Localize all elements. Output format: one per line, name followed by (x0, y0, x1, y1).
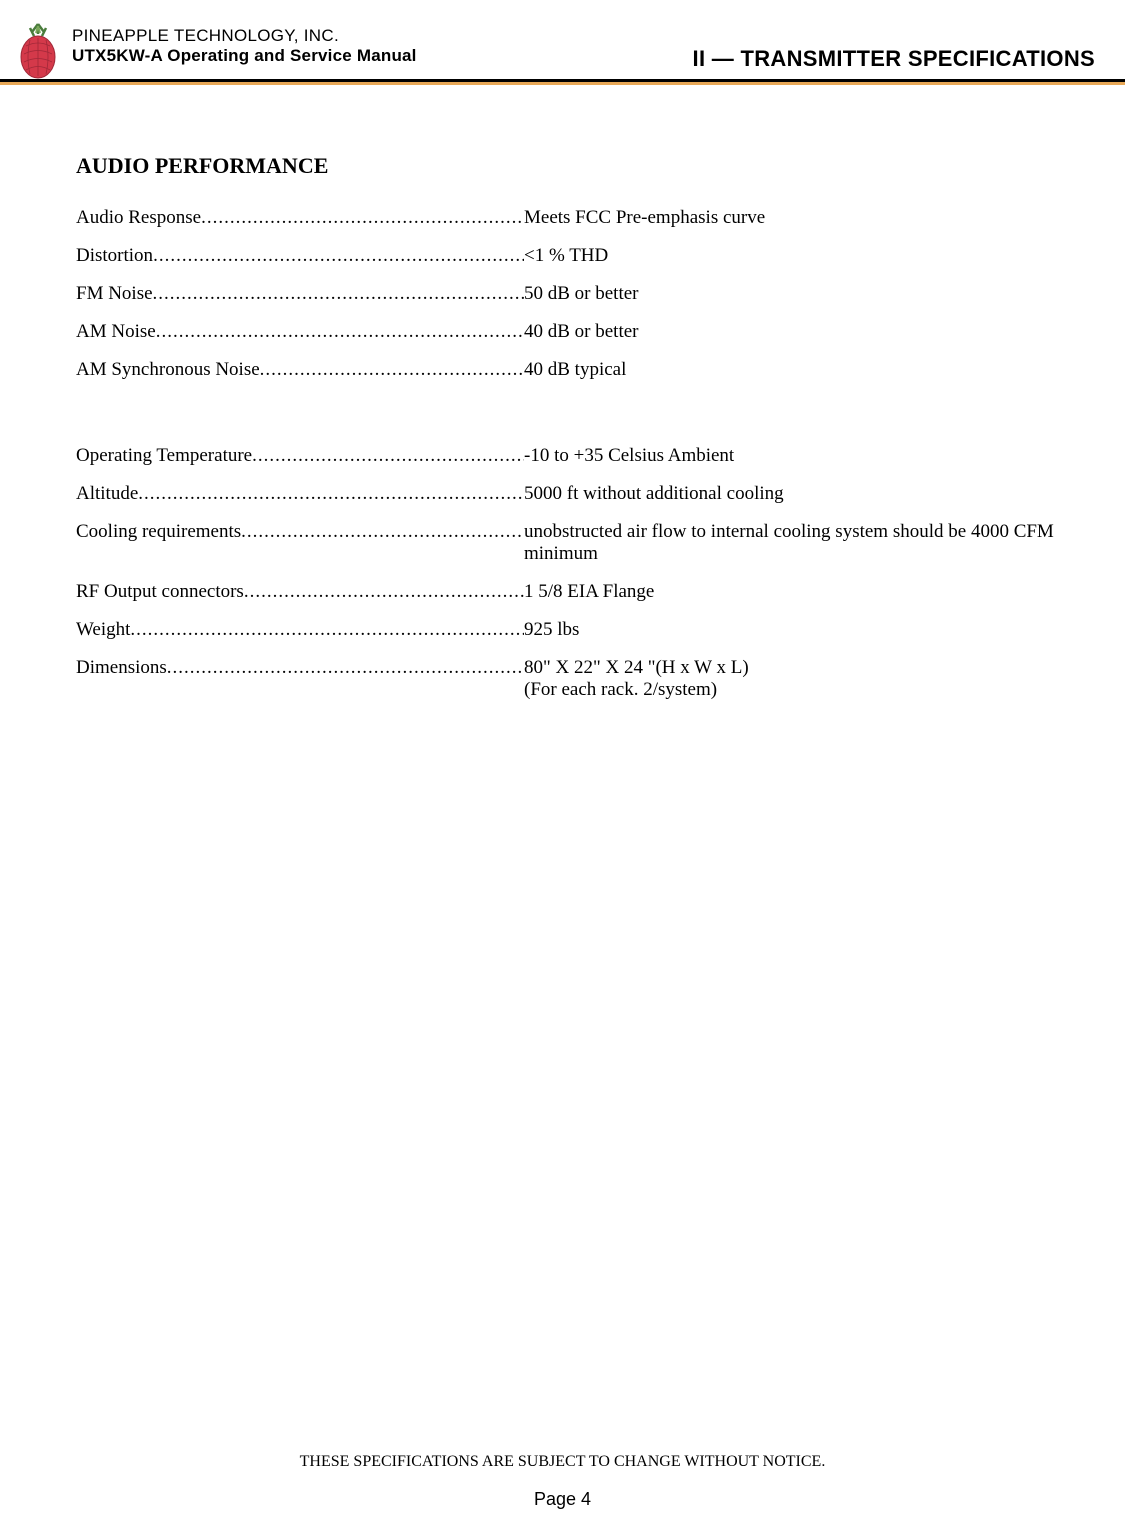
spec-label-column: AM Noise................................… (76, 321, 524, 343)
spec-label: Distortion (76, 245, 153, 267)
spec-label: Audio Response (76, 207, 201, 229)
spec-line: Cooling requirements....................… (76, 521, 1055, 565)
content-area: AUDIO PERFORMANCE Audio Response........… (0, 85, 1125, 701)
spec-label: Cooling requirements (76, 521, 241, 543)
leader-dots: ........................................… (167, 657, 524, 679)
spec-label-column: FM Noise................................… (76, 283, 524, 305)
spec-value: <1 % THD (524, 245, 1055, 267)
spec-label: Operating Temperature (76, 445, 252, 467)
spec-group-2: Operating Temperature...................… (76, 445, 1055, 701)
spec-label: RF Output connectors (76, 581, 244, 603)
leader-dots: ........................................… (153, 245, 524, 267)
leader-dots: ........................................… (260, 359, 524, 381)
spec-label-column: Weight..................................… (76, 619, 524, 641)
leader-dots: ........................................… (156, 321, 524, 343)
company-name: PINEAPPLE TECHNOLOGY, INC. (72, 26, 693, 46)
spec-label: AM Synchronous Noise (76, 359, 260, 381)
spec-label-column: Distortion..............................… (76, 245, 524, 267)
spec-line: Altitude................................… (76, 483, 1055, 505)
spec-line: Dimensions..............................… (76, 657, 1055, 701)
disclaimer-text: THESE SPECIFICATIONS ARE SUBJECT TO CHAN… (0, 1453, 1125, 1471)
spec-value: unobstructed air flow to internal coolin… (524, 521, 1055, 565)
leader-dots: ........................................… (138, 483, 524, 505)
spec-label: Dimensions (76, 657, 167, 679)
spec-value: -10 to +35 Celsius Ambient (524, 445, 1055, 467)
spec-line: RF Output connectors....................… (76, 581, 1055, 603)
spec-value: 5000 ft without additional cooling (524, 483, 1055, 505)
spec-label-column: Altitude................................… (76, 483, 524, 505)
header-text-block: PINEAPPLE TECHNOLOGY, INC. UTX5KW-A Oper… (72, 22, 693, 66)
spec-label-column: Audio Response..........................… (76, 207, 524, 229)
manual-title: UTX5KW-A Operating and Service Manual (72, 46, 693, 66)
leader-dots: ........................................… (153, 283, 524, 305)
chapter-title: II — TRANSMITTER SPECIFICATIONS (693, 22, 1095, 72)
section-title: AUDIO PERFORMANCE (76, 153, 1055, 179)
leader-dots: ........................................… (130, 619, 524, 641)
leader-dots: ........................................… (244, 581, 524, 603)
spec-label-column: Operating Temperature...................… (76, 445, 524, 467)
spec-label: AM Noise (76, 321, 156, 343)
spec-value: 925 lbs (524, 619, 1055, 641)
spec-label-column: RF Output connectors....................… (76, 581, 524, 603)
spec-label-column: Dimensions..............................… (76, 657, 524, 679)
leader-dots: ........................................… (241, 521, 524, 543)
spec-value: 80" X 22" X 24 "(H x W x L) (For each ra… (524, 657, 1055, 701)
spec-line: AM Noise................................… (76, 321, 1055, 343)
page-footer: THESE SPECIFICATIONS ARE SUBJECT TO CHAN… (0, 1453, 1125, 1510)
spec-label: Altitude (76, 483, 138, 505)
spec-line: AM Synchronous Noise....................… (76, 359, 1055, 381)
spec-value: Meets FCC Pre-emphasis curve (524, 207, 1055, 229)
page-number: Page 4 (0, 1489, 1125, 1510)
spec-label-column: AM Synchronous Noise....................… (76, 359, 524, 381)
spec-line: Audio Response..........................… (76, 207, 1055, 229)
leader-dots: ........................................… (201, 207, 524, 229)
spec-line: Distortion..............................… (76, 245, 1055, 267)
spec-group-1: Audio Response..........................… (76, 207, 1055, 381)
spec-label: FM Noise (76, 283, 153, 305)
spec-value: 40 dB typical (524, 359, 1055, 381)
leader-dots: ........................................… (252, 445, 524, 467)
spec-value: 50 dB or better (524, 283, 1055, 305)
spec-line: Operating Temperature...................… (76, 445, 1055, 467)
spec-value: 40 dB or better (524, 321, 1055, 343)
page-header: PINEAPPLE TECHNOLOGY, INC. UTX5KW-A Oper… (0, 0, 1125, 82)
spec-line: Weight..................................… (76, 619, 1055, 641)
spec-value: 1 5/8 EIA Flange (524, 581, 1055, 603)
spec-label: Weight (76, 619, 130, 641)
group-gap (76, 397, 1055, 445)
spec-line: FM Noise................................… (76, 283, 1055, 305)
spec-label-column: Cooling requirements....................… (76, 521, 524, 543)
pineapple-logo-icon (12, 22, 64, 80)
